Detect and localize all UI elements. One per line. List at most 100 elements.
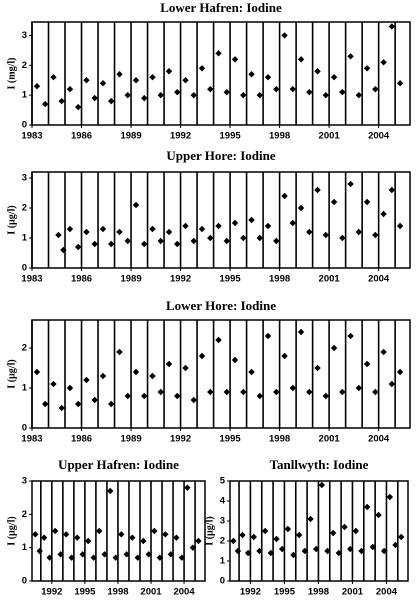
data-point [57,551,64,558]
data-point [165,360,173,368]
data-point [363,198,371,206]
data-point [132,77,140,84]
data-point [234,547,242,555]
data-point [281,32,288,39]
data-point [198,65,206,72]
data-point [240,388,247,396]
chart-title: Lower Hore: Iodine [166,298,276,313]
x-tick-label: 1983 [21,131,42,142]
x-tick-label: 1986 [71,274,92,285]
x-tick-label: 2004 [368,274,390,285]
x-tick-label: 1989 [120,274,141,285]
x-tick-label: 1995 [274,587,296,598]
data-point [182,77,189,84]
data-point [165,228,173,236]
data-point [33,82,41,90]
data-point [55,231,62,239]
data-point [322,392,330,400]
data-point [248,71,255,78]
data-point [66,225,74,233]
y-axis-label: I (µg/l) [204,516,215,545]
x-tick-label: 1998 [269,131,290,142]
y-tick-label: 1 [22,90,28,101]
data-point [239,531,246,539]
plot-frame [229,480,409,582]
data-point [396,222,404,230]
data-point [297,328,305,336]
y-tick-label: 5 [220,476,226,487]
data-point [380,210,387,218]
data-point [230,537,237,545]
x-tick-label: 1992 [41,587,62,598]
data-point [363,503,371,511]
data-point [278,545,286,553]
data-point [132,201,140,209]
data-point [190,396,197,404]
data-point [167,551,175,558]
data-point [83,77,90,84]
data-point [84,537,92,545]
data-point [347,180,354,188]
x-tick-label: 1995 [220,131,242,142]
data-point [306,388,313,396]
data-point [129,534,136,541]
data-point [40,534,48,541]
y-tick-label: 3 [22,173,27,184]
data-point [295,531,303,539]
data-point [118,531,125,538]
y-tick-label: 4 [220,496,226,507]
x-tick-label: 1995 [220,434,242,445]
data-point [207,234,214,242]
data-point [330,198,338,206]
data-point [157,388,164,396]
data-point [90,554,97,561]
data-point [250,533,258,541]
data-point [182,222,189,230]
data-point [386,493,394,501]
x-tick-label: 2001 [319,274,341,285]
data-point [248,216,255,224]
data-point [380,547,388,555]
x-tick-label: 2004 [376,587,398,598]
data-point [132,368,140,376]
data-point [369,543,377,551]
data-point [174,392,181,400]
x-tick-label: 1986 [71,434,92,445]
chart-title: Tanllwyth: Iodine [270,457,369,472]
data-point [330,74,338,81]
data-point [322,231,330,239]
data-point [124,91,131,99]
y-tick-label: 1 [22,233,28,244]
y-axis-label: I (µg/l) [6,516,17,545]
data-point [392,541,399,549]
data-point [46,554,53,561]
data-point [339,388,346,396]
data-point [289,384,297,392]
data-point [190,237,197,245]
y-axis-label: I (µg/l) [6,205,17,234]
data-point [355,91,363,99]
data-point [273,237,280,245]
x-tick-label: 1983 [21,434,42,445]
data-point [96,527,103,535]
panel: Tanllwyth: Iodine I (µg/l) 0 1 2 3 4 5 1992 1995 1… [204,457,409,598]
data-point [231,219,239,227]
data-point [289,85,297,93]
y-tick-label: 3 [220,516,225,527]
data-point [149,225,156,233]
data-point [156,554,164,561]
data-point [281,192,288,200]
plot-frame [31,480,206,582]
data-point [231,356,239,364]
data-point [307,515,314,523]
data-point [240,91,247,99]
data-point [264,222,272,230]
data-point [231,56,239,63]
data-point [314,68,321,75]
data-point [99,80,107,87]
data-point [223,388,230,396]
y-tick-label: 2 [22,343,27,354]
data-point [75,400,82,408]
data-point [145,551,153,558]
data-point [215,222,222,230]
